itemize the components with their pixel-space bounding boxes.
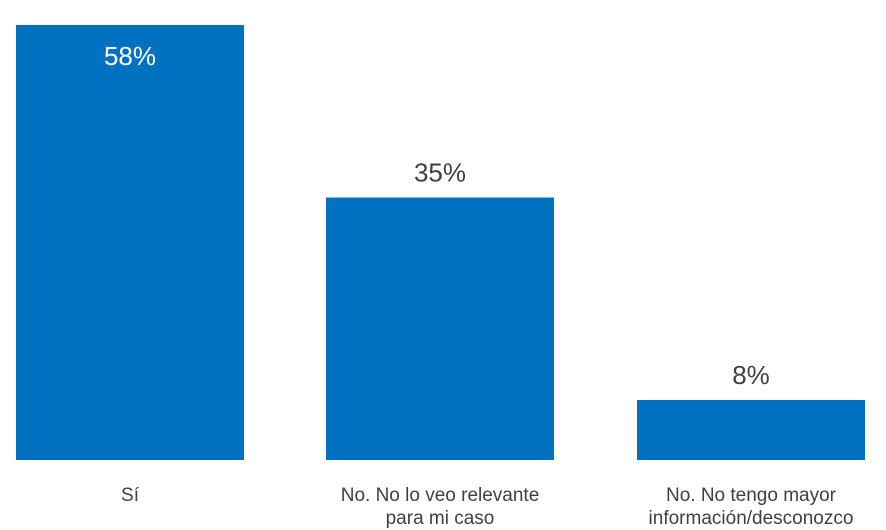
category-label-1-line-1: Sí	[121, 485, 140, 506]
bar-2	[326, 197, 554, 460]
category-label-2-line-2: para mi caso	[386, 508, 495, 529]
data-label-2: 35%	[414, 158, 466, 188]
category-label-3-line-2: información/desconozco	[649, 508, 854, 529]
category-label-2: No. No lo veo relevante para mi caso	[341, 485, 540, 529]
data-label-1: 58%	[104, 41, 156, 71]
bar-3	[637, 400, 865, 460]
category-label-3-line-1: No. No tengo mayor	[666, 485, 837, 506]
category-label-1: Sí	[121, 485, 140, 506]
category-label-2-line-1: No. No lo veo relevante	[341, 485, 540, 506]
data-label-3: 8%	[732, 360, 770, 390]
value-labels-group: 58% 35% 8%	[104, 41, 770, 390]
category-label-3: No. No tengo mayor información/desconozco	[649, 485, 854, 529]
bar-1	[16, 25, 244, 460]
bars-group	[16, 25, 865, 460]
category-labels-group: Sí No. No lo veo relevante para mi casoNo.…	[121, 485, 853, 529]
